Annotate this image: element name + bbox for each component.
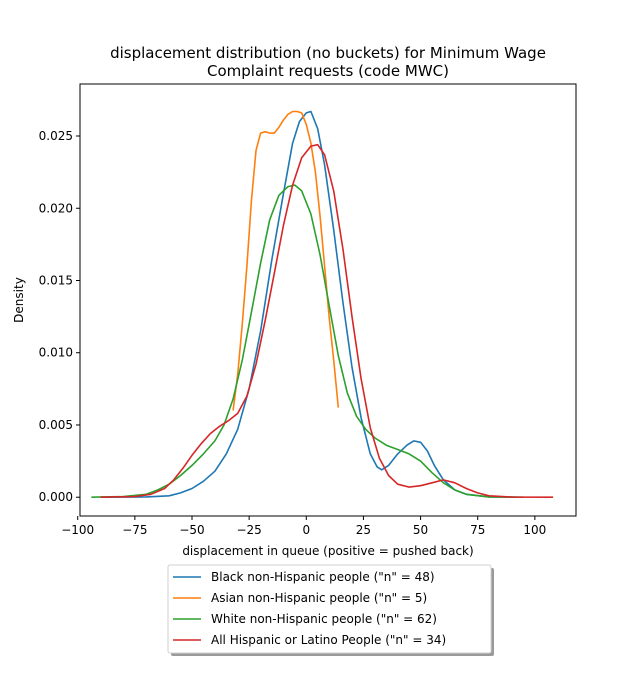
x-tick-label: 75	[470, 523, 485, 537]
legend-label-2: White non-Hispanic people ("n" = 62)	[211, 612, 437, 626]
y-tick-label: 0.000	[39, 490, 73, 504]
chart-title-line-1: displacement distribution (no buckets) f…	[110, 44, 546, 62]
legend-items: Black non-Hispanic people ("n" = 48) Asia…	[173, 570, 446, 647]
tick-layer: −100 −75 −50 −25 0 25 50 75 100 0.000 0.005 0.010 0.…	[39, 129, 547, 537]
plot-frame	[79, 83, 577, 517]
legend-label-3: All Hispanic or Latino People ("n" = 34)	[211, 633, 446, 647]
x-tick-label: −75	[122, 523, 147, 537]
y-tick-label: 0.005	[39, 418, 73, 432]
y-tick-label: 0.025	[39, 129, 73, 143]
x-tick-label: −25	[236, 523, 261, 537]
series-line-1	[232, 110, 340, 411]
x-tick-label: −100	[61, 523, 94, 537]
chart-title-line-2: Complaint requests (code MWC)	[207, 62, 449, 80]
x-tick-label: 0	[302, 523, 310, 537]
legend-box	[167, 564, 492, 654]
x-tick-label: −50	[179, 523, 204, 537]
series-line-2	[91, 184, 524, 498]
legend: Black non-Hispanic people ("n" = 48) Asia…	[167, 564, 494, 656]
y-tick-label: 0.020	[39, 201, 73, 215]
series-line-0	[100, 110, 517, 498]
legend-label-0: Black non-Hispanic people ("n" = 48)	[211, 570, 435, 584]
x-tick-label: 25	[356, 523, 371, 537]
x-axis-label: displacement in queue (positive = pushed…	[182, 544, 473, 558]
legend-label-1: Asian non-Hispanic people ("n" = 5)	[211, 591, 427, 605]
y-tick-label: 0.010	[39, 346, 73, 360]
series-line-3	[100, 143, 554, 498]
x-tick-label: 100	[523, 523, 546, 537]
x-tick-label: 50	[413, 523, 428, 537]
y-tick-label: 0.015	[39, 273, 73, 287]
y-axis-label: Density	[12, 277, 26, 323]
series-layer	[91, 110, 554, 498]
